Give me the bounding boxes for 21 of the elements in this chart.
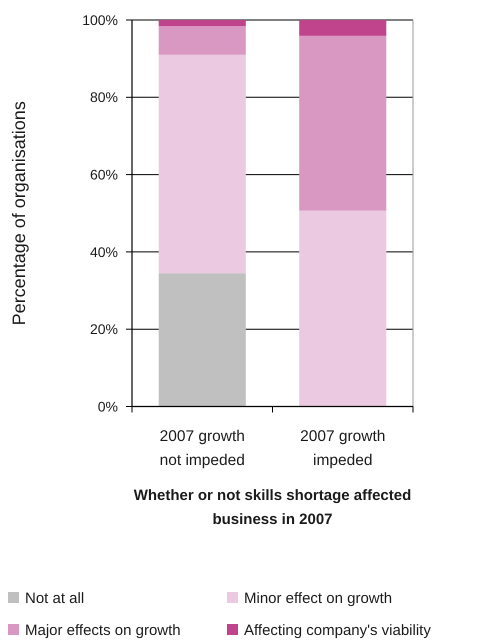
x-tick-label: 2007 growth impeded	[300, 428, 386, 469]
y-tick-label: 100%	[82, 12, 118, 28]
legend-label: Affecting company's viability	[244, 622, 432, 639]
y-axis-title: Percentage of organisations	[9, 101, 29, 326]
bar	[299, 210, 386, 406]
y-tick-label: 60%	[90, 166, 118, 182]
bar	[158, 54, 246, 274]
bar	[158, 20, 246, 26]
x-tick-label: 2007 growth not impeded	[160, 428, 245, 469]
legend-label: Major effects on growth	[25, 622, 181, 639]
y-tick-label: 20%	[90, 321, 118, 338]
bar	[158, 273, 246, 406]
x-axis-title: Whether or not skills shortage affected business in 2007	[134, 487, 412, 528]
legend-label: Not at all	[25, 590, 84, 607]
y-tick-label: 0%	[98, 398, 118, 414]
legend-label: Minor effect on growth	[244, 590, 392, 607]
bar	[299, 20, 386, 36]
bar	[299, 36, 386, 211]
y-tick-label: 40%	[90, 244, 118, 260]
y-tick-label: 80%	[90, 89, 118, 106]
bar	[158, 26, 246, 55]
